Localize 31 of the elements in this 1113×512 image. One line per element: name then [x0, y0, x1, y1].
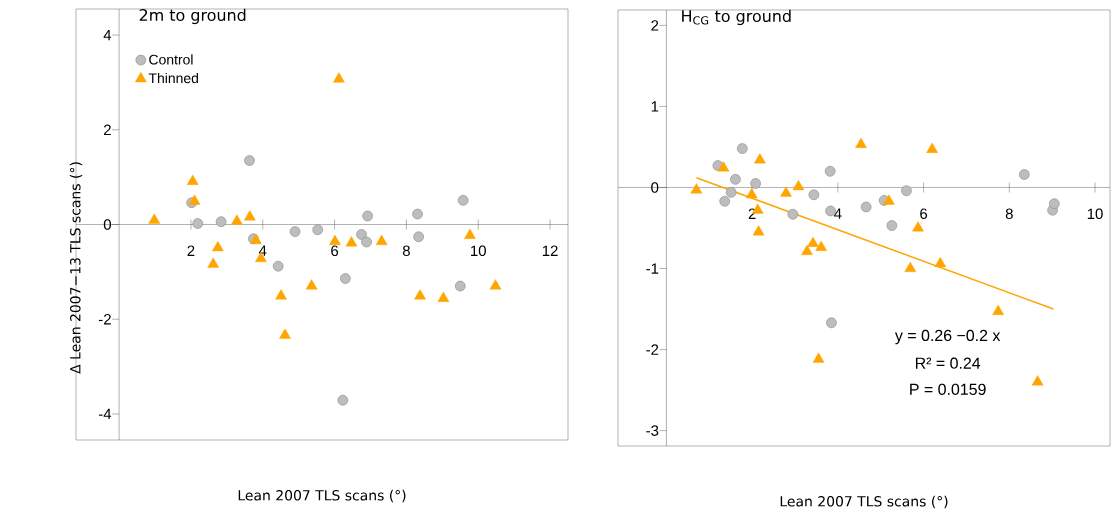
legend-label: Control — [149, 54, 193, 65]
annotation: R² = 0.24 — [915, 357, 981, 370]
y-tick-label: -1 — [646, 263, 659, 274]
legend-label: Thinned — [148, 73, 198, 84]
y-tick-label: 0 — [651, 182, 659, 193]
x-tick-label: 4 — [258, 245, 267, 257]
annotation: y = 0.26 −0.2 x — [894, 330, 1001, 345]
chart-title: 2m to ground — [139, 8, 246, 25]
x-tick-label: 12 — [542, 245, 558, 257]
y-tick-label: 0 — [103, 219, 111, 231]
x-tick-label: 6 — [920, 208, 928, 220]
x-tick-label: 4 — [834, 208, 842, 219]
y-tick-label: -3 — [646, 425, 659, 437]
chart-title: H$_{CG}$ to ground — [682, 9, 791, 26]
x-axis-title: Lean 2007 TLS scans (°) — [238, 490, 406, 503]
y-tick-label: -2 — [646, 344, 659, 356]
annotation: P = 0.0159 — [910, 383, 986, 396]
x-tick-label: 10 — [471, 245, 486, 257]
x-tick-label: 10 — [1087, 208, 1103, 220]
y-tick-label: 2 — [651, 20, 659, 31]
y-tick-label: 2 — [104, 124, 111, 136]
x-tick-label: 6 — [331, 245, 339, 257]
y-tick-label: -2 — [98, 314, 111, 325]
y-tick-label: 1 — [651, 101, 659, 112]
x-tick-label: 8 — [402, 245, 410, 257]
y-tick-label: 4 — [103, 30, 112, 41]
x-axis-title: Lean 2007 TLS scans (°) — [780, 496, 948, 509]
x-tick-label: 2 — [187, 245, 195, 257]
y-axis-title: Δ Lean 2007−13 TLS scans (°) — [69, 162, 83, 374]
y-tick-label: -4 — [98, 409, 112, 420]
x-tick-label: 8 — [1005, 208, 1013, 220]
